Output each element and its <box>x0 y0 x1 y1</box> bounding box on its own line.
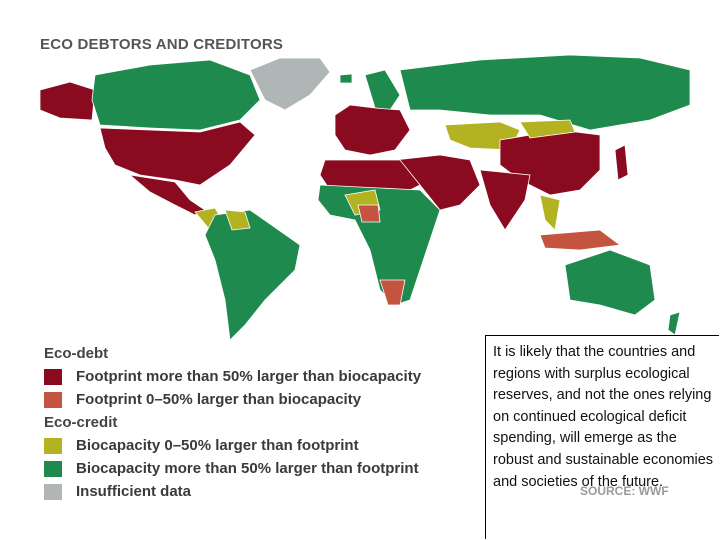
region <box>39 81 96 121</box>
legend-label: Footprint 0–50% larger than biocapacity <box>76 391 362 408</box>
region <box>224 209 251 231</box>
region <box>564 249 656 316</box>
legend-item: Insufficient data <box>44 480 421 503</box>
legend-label: Biocapacity 0–50% larger than footprint <box>76 437 359 454</box>
region <box>339 73 353 84</box>
note-box: It is likely that the countries and regi… <box>485 335 719 539</box>
legend-label: Insufficient data <box>76 483 192 500</box>
region <box>99 121 256 186</box>
legend-item: Biocapacity more than 50% larger than fo… <box>44 457 421 480</box>
legend-item: Footprint 0–50% larger than biocapacity <box>44 388 421 411</box>
region <box>91 59 261 131</box>
legend-swatch <box>44 483 62 500</box>
world-map <box>39 54 691 341</box>
legend-swatch <box>44 391 62 408</box>
legend-swatch <box>44 437 62 454</box>
region <box>249 57 331 111</box>
region <box>667 311 681 336</box>
region <box>539 229 622 251</box>
legend-heading: Eco-debt <box>44 345 109 362</box>
legend-swatch <box>44 368 62 385</box>
region <box>334 104 411 156</box>
region <box>399 54 691 131</box>
region <box>519 119 576 139</box>
legend-item: Footprint more than 50% larger than bioc… <box>44 365 421 388</box>
region <box>364 69 401 111</box>
legend-heading: Eco-credit <box>44 414 118 431</box>
region <box>379 279 406 306</box>
legend: Eco-debt Footprint more than 50% larger t… <box>44 342 421 503</box>
legend-label: Footprint more than 50% larger than bioc… <box>76 368 422 385</box>
legend-item: Biocapacity 0–50% larger than footprint <box>44 434 421 457</box>
legend-label: Biocapacity more than 50% larger than fo… <box>76 460 419 477</box>
region <box>479 169 531 231</box>
region <box>539 194 561 231</box>
region <box>357 204 381 223</box>
region <box>317 184 441 306</box>
legend-swatch <box>44 460 62 477</box>
map-title: ECO DEBTORS AND CREDITORS <box>40 36 284 53</box>
source: SOURCE: WWF <box>580 484 669 498</box>
region <box>204 209 301 341</box>
region <box>614 144 629 181</box>
